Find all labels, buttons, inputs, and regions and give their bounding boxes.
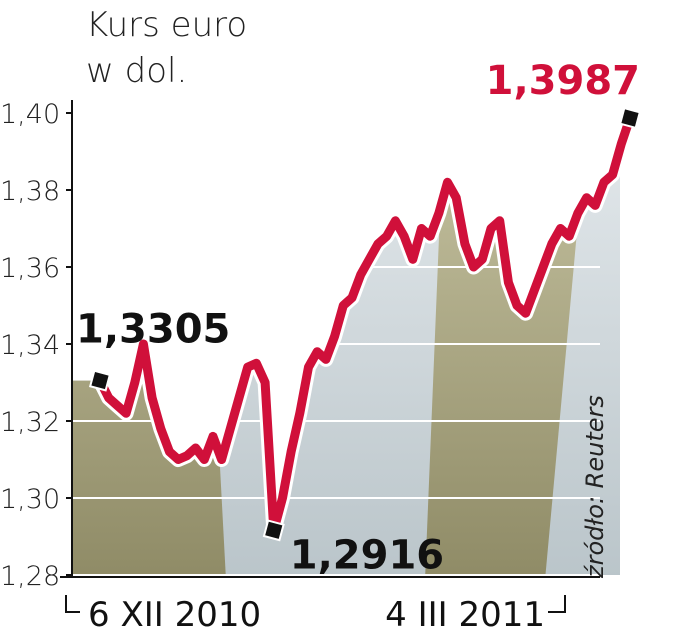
- x-tick-label: 6 XII 2010: [88, 595, 261, 635]
- line: [95, 116, 635, 535]
- point-marker: [618, 106, 642, 130]
- bracket: [548, 595, 566, 613]
- y-tick-label: 1,30: [0, 484, 60, 515]
- point-marker: [262, 519, 285, 542]
- point-marker: [88, 369, 112, 392]
- bracket: [65, 595, 80, 613]
- value-label: 1,3305: [76, 307, 230, 353]
- value-label: 1,3987: [486, 58, 640, 104]
- value-label: 1,2916: [290, 532, 444, 578]
- y-tick-label: 1,38: [0, 176, 60, 207]
- y-tick-label: 1,36: [0, 253, 60, 284]
- y-tick-label: 1,40: [0, 99, 60, 130]
- chart-title: Kurs euro: [86, 5, 247, 45]
- y-tick-label: 1,32: [0, 407, 60, 438]
- x-tick-label: 4 III 2011: [385, 595, 545, 635]
- source: źródło: Reuters: [581, 395, 609, 579]
- y-tick-label: 1,28: [0, 561, 60, 592]
- chart-title: w dol.: [86, 51, 187, 91]
- y-tick-label: 1,34: [0, 330, 60, 361]
